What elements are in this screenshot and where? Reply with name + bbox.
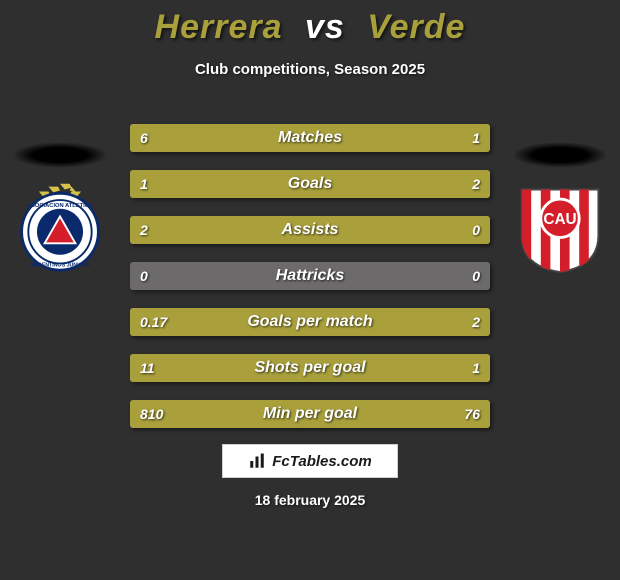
vs-text: vs — [305, 8, 345, 46]
svg-text:ARGENTINOS JUNIORS: ARGENTINOS JUNIORS — [30, 262, 90, 268]
player1-name: Herrera — [155, 8, 283, 46]
crest-right-text: CAU — [543, 211, 576, 228]
stat-row: 111Shots per goal — [130, 354, 490, 382]
stat-label: Goals — [130, 170, 490, 198]
stat-row: 20Assists — [130, 216, 490, 244]
stat-label: Min per goal — [130, 400, 490, 428]
stat-bars: 61Matches 12Goals 20Assists 00Hattricks 0.17… — [130, 124, 490, 446]
crest-shadow-right — [512, 142, 608, 168]
club-crest-left: ASOCIACION ATLETICA ARGENTINOS JUNIORS — [12, 178, 108, 274]
argentinos-juniors-crest: ASOCIACION ATLETICA ARGENTINOS JUNIORS — [22, 184, 99, 270]
svg-text:ASOCIACION ATLETICA: ASOCIACION ATLETICA — [27, 203, 93, 209]
subtitle: Club competitions, Season 2025 — [0, 61, 620, 78]
footer-date: 18 february 2025 — [255, 492, 366, 508]
stat-row: 12Goals — [130, 170, 490, 198]
stat-label: Assists — [130, 216, 490, 244]
comparison-title: Herrera vs Verde — [0, 0, 620, 47]
crest-shadow-left — [12, 142, 108, 168]
stat-row: 81076Min per goal — [130, 400, 490, 428]
stat-label: Hattricks — [130, 262, 490, 290]
brand-badge: FcTables.com — [222, 444, 398, 478]
union-crest: CAU — [522, 190, 599, 274]
brand-text: FcTables.com — [272, 453, 371, 470]
stat-row: 61Matches — [130, 124, 490, 152]
stat-label: Shots per goal — [130, 354, 490, 382]
club-crest-right: CAU — [512, 178, 608, 274]
stat-label: Matches — [130, 124, 490, 152]
stat-row: 0.172Goals per match — [130, 308, 490, 336]
bar-chart-icon — [248, 452, 266, 470]
stat-label: Goals per match — [130, 308, 490, 336]
stat-row: 00Hattricks — [130, 262, 490, 290]
player2-name: Verde — [367, 8, 465, 46]
